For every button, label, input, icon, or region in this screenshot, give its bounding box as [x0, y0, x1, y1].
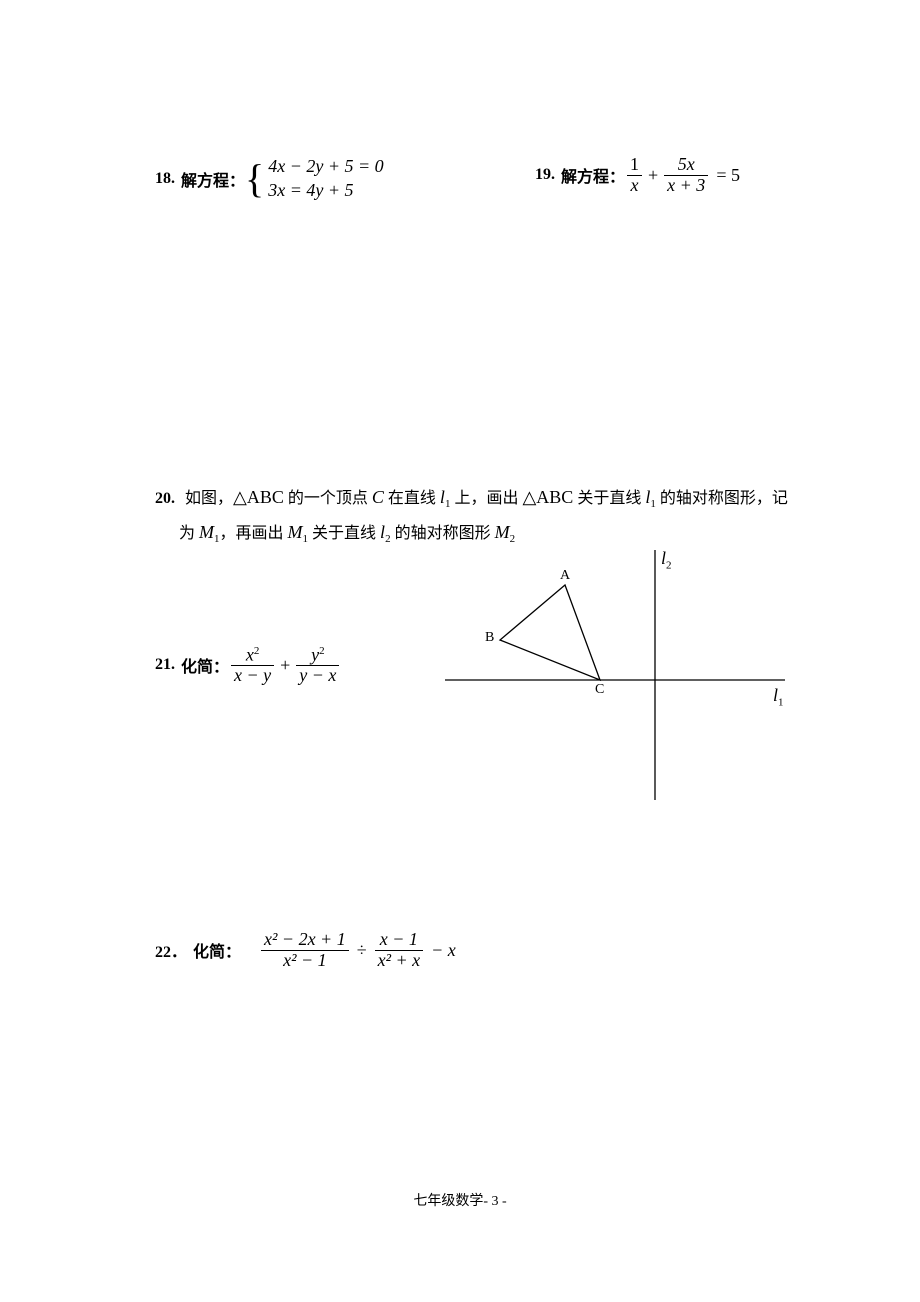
denominator: x: [627, 176, 642, 196]
triangle-abc: △ABC: [522, 487, 573, 507]
problem-label: 解方程：: [561, 163, 625, 187]
m1: M: [288, 522, 303, 542]
page: 18. 解方程： { 4x − 2y + 5 = 0 3x = 4y + 5 1…: [0, 0, 920, 1302]
denominator: x − y: [231, 666, 274, 686]
divide-sign: ÷: [357, 940, 367, 961]
numerator: 1: [627, 155, 642, 176]
denominator: y − x: [296, 666, 339, 686]
problem-label: 化简：: [181, 653, 229, 677]
label-l2: l2: [661, 548, 672, 572]
equation-2: 3x = 4y + 5: [268, 180, 353, 200]
problem-18: 18. 解方程： { 4x − 2y + 5 = 0 3x = 4y + 5: [155, 155, 384, 203]
l2-sub: 2: [666, 560, 672, 572]
denominator: x² − 1: [261, 951, 349, 971]
problem-19: 19. 解方程： 1 x + 5x x + 3 = 5: [535, 155, 740, 196]
page-footer: 七年级数学- 3 -: [0, 1190, 920, 1210]
problem-number: 19.: [535, 166, 555, 184]
numerator: y2: [296, 645, 339, 666]
text: 关于直线: [573, 490, 645, 507]
label-l1: l1: [773, 685, 784, 709]
problem-number: 22．: [155, 938, 187, 962]
base: y: [311, 644, 319, 664]
exp: 2: [319, 645, 325, 657]
denominator: x² + x: [375, 951, 424, 971]
fraction-2: 5x x + 3: [664, 155, 708, 196]
problem-label: 解方程：: [181, 167, 245, 191]
problem-21: 21. 化简： x2 x − y + y2 y − x: [155, 645, 341, 686]
problem-number: 21.: [155, 656, 175, 674]
equation-1: 4x − 2y + 5 = 0: [268, 156, 383, 176]
text: 如图，: [185, 490, 233, 507]
l1-sub: 1: [778, 697, 784, 709]
m1: M: [199, 522, 214, 542]
tail: − x: [431, 940, 456, 961]
denominator: x + 3: [664, 176, 708, 196]
fraction-1: 1 x: [627, 155, 642, 196]
fraction-2: y2 y − x: [296, 645, 339, 686]
exp: 2: [254, 645, 260, 657]
text: 在直线: [384, 490, 440, 507]
fraction-1: x2 x − y: [231, 645, 274, 686]
numerator: x2: [231, 645, 274, 666]
brace-icon: {: [245, 161, 264, 197]
numerator: x² − 2x + 1: [261, 930, 349, 951]
numerator: 5x: [664, 155, 708, 176]
label-a: A: [560, 568, 570, 584]
text: ，再画出: [220, 525, 288, 542]
fraction-2: x − 1 x² + x: [375, 930, 424, 971]
equals: = 5: [716, 165, 740, 186]
numerator: x − 1: [375, 930, 424, 951]
triangle-abc: △ABC: [233, 487, 284, 507]
diagram-svg: [445, 530, 795, 810]
problem-number: 18.: [155, 170, 175, 188]
geometry-diagram: A B C l2 l1: [445, 530, 795, 810]
text: 关于直线: [308, 525, 380, 542]
text: 的轴对称图形，记: [656, 490, 788, 507]
plus-sign: +: [280, 655, 290, 676]
text: 上，画出: [450, 490, 522, 507]
fraction-1: x² − 2x + 1 x² − 1: [261, 930, 349, 971]
problem-22: 22． 化简： x² − 2x + 1 x² − 1 ÷ x − 1 x² + …: [155, 930, 456, 971]
text: 的一个顶点: [284, 490, 372, 507]
triangle-abc: [500, 585, 600, 680]
equation-system: 4x − 2y + 5 = 0 3x = 4y + 5: [268, 155, 383, 203]
label-b: B: [485, 630, 494, 646]
base: x: [246, 644, 254, 664]
vertex-c: C: [372, 487, 384, 507]
problem-label: 化简：: [193, 938, 241, 962]
plus-sign: +: [648, 165, 658, 186]
label-c: C: [595, 682, 604, 698]
text: 为: [179, 525, 199, 542]
problem-number: 20.: [155, 490, 175, 507]
